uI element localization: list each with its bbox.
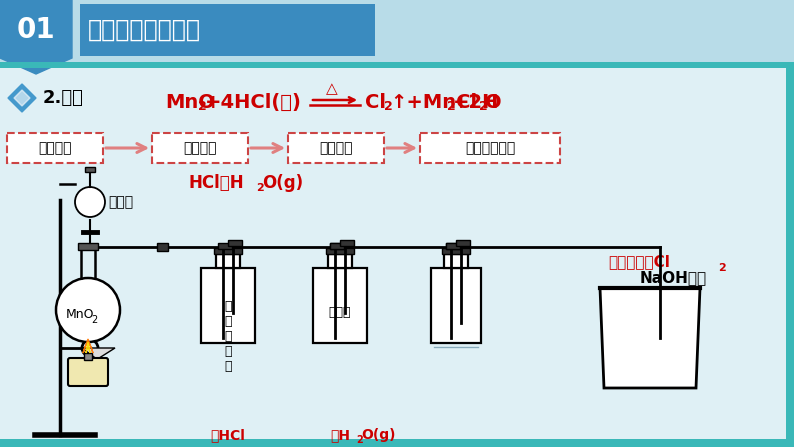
FancyBboxPatch shape <box>0 439 794 447</box>
FancyBboxPatch shape <box>456 240 470 246</box>
FancyBboxPatch shape <box>330 243 344 249</box>
Polygon shape <box>14 90 30 106</box>
Text: 2: 2 <box>384 101 393 114</box>
Circle shape <box>56 278 120 342</box>
Text: MnO: MnO <box>165 93 215 111</box>
Text: 2.装置: 2.装置 <box>43 89 84 107</box>
Polygon shape <box>0 0 72 74</box>
Text: 收集装置: 收集装置 <box>319 141 353 155</box>
Text: MnO: MnO <box>66 308 94 321</box>
Text: 2: 2 <box>256 183 264 193</box>
Text: △: △ <box>326 81 338 97</box>
Text: 2: 2 <box>479 101 488 114</box>
FancyBboxPatch shape <box>152 133 248 163</box>
FancyBboxPatch shape <box>786 68 794 447</box>
FancyBboxPatch shape <box>203 307 253 341</box>
FancyBboxPatch shape <box>157 243 168 251</box>
Polygon shape <box>600 288 700 388</box>
Text: 除去多余的Cl: 除去多余的Cl <box>608 254 670 270</box>
Text: NaOH溶液: NaOH溶液 <box>640 270 707 286</box>
FancyBboxPatch shape <box>315 309 365 341</box>
FancyBboxPatch shape <box>446 243 460 249</box>
Text: O(g): O(g) <box>262 174 303 192</box>
Text: 除杂装置: 除杂装置 <box>183 141 217 155</box>
FancyBboxPatch shape <box>85 167 95 172</box>
FancyBboxPatch shape <box>340 240 354 246</box>
FancyBboxPatch shape <box>0 62 794 68</box>
Text: 饱
和
食
盐
水: 饱 和 食 盐 水 <box>224 300 232 373</box>
Circle shape <box>75 187 105 217</box>
FancyBboxPatch shape <box>78 243 98 250</box>
FancyBboxPatch shape <box>68 358 108 386</box>
FancyBboxPatch shape <box>328 254 352 268</box>
Polygon shape <box>82 348 115 360</box>
Text: 除H: 除H <box>330 428 350 442</box>
FancyBboxPatch shape <box>216 254 240 268</box>
Text: O(g): O(g) <box>361 428 395 442</box>
FancyBboxPatch shape <box>444 254 468 268</box>
Text: O: O <box>485 93 502 111</box>
Text: 2: 2 <box>718 263 726 273</box>
Text: +2H: +2H <box>453 93 499 111</box>
FancyBboxPatch shape <box>442 248 470 254</box>
Polygon shape <box>86 342 90 353</box>
FancyBboxPatch shape <box>228 240 242 246</box>
FancyBboxPatch shape <box>433 341 479 343</box>
FancyBboxPatch shape <box>0 0 794 62</box>
Text: 2: 2 <box>356 435 363 445</box>
Text: 2: 2 <box>91 315 97 325</box>
Text: 2: 2 <box>198 101 206 114</box>
FancyBboxPatch shape <box>201 268 255 343</box>
FancyBboxPatch shape <box>7 133 103 163</box>
Polygon shape <box>602 323 698 387</box>
Text: 浓硫酸: 浓硫酸 <box>329 307 351 320</box>
Text: 2: 2 <box>447 101 456 114</box>
Text: 01: 01 <box>17 16 56 44</box>
Text: ↑+MnCl: ↑+MnCl <box>390 93 477 111</box>
Text: 发生装置: 发生装置 <box>38 141 71 155</box>
FancyBboxPatch shape <box>420 133 560 163</box>
FancyBboxPatch shape <box>446 243 460 249</box>
Text: HCl、H: HCl、H <box>188 174 244 192</box>
FancyBboxPatch shape <box>313 268 367 343</box>
FancyBboxPatch shape <box>214 248 242 254</box>
Text: 尾气处理装置: 尾气处理装置 <box>464 141 515 155</box>
Text: Cl: Cl <box>365 93 386 111</box>
FancyBboxPatch shape <box>431 268 481 343</box>
FancyBboxPatch shape <box>326 248 354 254</box>
FancyBboxPatch shape <box>84 353 92 360</box>
FancyBboxPatch shape <box>288 133 384 163</box>
Text: +4HCl(浓): +4HCl(浓) <box>205 93 302 111</box>
FancyBboxPatch shape <box>218 243 232 249</box>
Text: 浓盐酸: 浓盐酸 <box>108 195 133 209</box>
FancyBboxPatch shape <box>80 4 375 56</box>
FancyBboxPatch shape <box>330 243 344 249</box>
Polygon shape <box>8 84 36 112</box>
Polygon shape <box>83 339 93 353</box>
Text: 除HCl: 除HCl <box>210 428 245 442</box>
Text: 氯气的实验室制法: 氯气的实验室制法 <box>88 18 201 42</box>
